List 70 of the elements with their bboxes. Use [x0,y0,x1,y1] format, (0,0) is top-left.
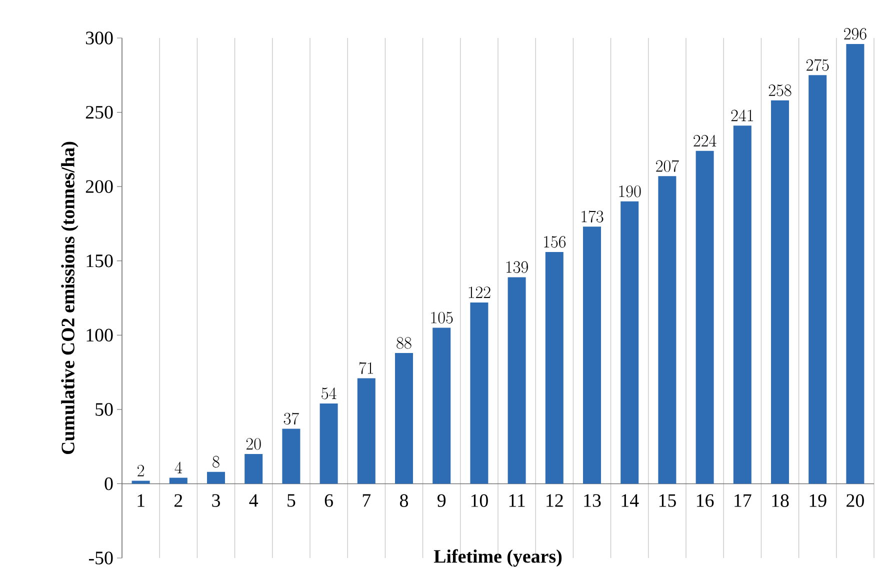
x-tick-label: 17 [734,494,752,507]
data-label: 54 [322,387,336,400]
bar [545,252,564,484]
x-tick-label: 6 [324,494,333,507]
bar [282,428,300,484]
y-tick-label: 150 [86,254,113,268]
y-tick-label: 0 [104,477,113,490]
bar [470,302,488,484]
bar [771,100,790,484]
x-tick-label: 7 [362,494,371,507]
bar [808,75,827,484]
data-label: 207 [656,160,679,172]
x-tick-label: 19 [810,494,826,507]
bar [357,378,376,484]
data-label: 2 [138,464,144,476]
bar [207,472,226,484]
data-label: 105 [431,312,453,324]
data-label: 4 [174,462,182,474]
x-tick-label: 1 [138,494,144,507]
x-tick-label: 3 [212,494,220,507]
y-tick-label: 300 [86,32,113,44]
y-tick-label: -50 [88,552,113,564]
x-tick-label: 10 [471,494,488,507]
data-label: 241 [731,110,753,122]
x-tick-label: 18 [772,494,789,507]
y-tick-label: 50 [96,403,113,416]
data-label: 37 [284,412,299,425]
data-label: 258 [768,84,792,96]
bar [658,176,676,484]
bar [583,226,602,484]
x-tick-label: 9 [437,494,446,507]
bar [620,201,639,484]
x-tick-label: 2 [174,494,182,507]
x-tick-label: 20 [846,494,864,507]
bar [508,277,526,484]
bar [846,44,864,484]
x-axis-title: Lifetime (years) [434,549,562,567]
x-tick-label: 5 [288,494,296,507]
data-label: 296 [844,28,866,40]
x-tick-label: 15 [659,494,676,507]
y-tick-label: 250 [86,106,113,119]
x-tick-label: 16 [697,494,714,507]
x-tick-label: 12 [546,494,563,507]
bar [244,454,263,484]
data-label: 224 [694,134,716,146]
x-tick-label: 11 [509,494,525,507]
bar [132,480,150,484]
data-label: 20 [246,438,261,450]
data-label: 156 [544,236,566,248]
data-label: 8 [212,456,220,468]
data-label: 71 [359,362,373,374]
x-tick-label: 4 [249,494,258,507]
x-tick-label: 8 [400,494,408,507]
data-label: 173 [582,210,604,222]
x-tick-label: 14 [622,494,639,507]
bar [696,150,714,484]
bar [432,328,451,484]
bar [395,352,414,484]
bar [169,478,188,484]
bar [733,126,752,484]
y-tick-label: 100 [86,328,113,342]
data-label: 139 [506,261,528,273]
data-label: 122 [468,286,490,298]
y-axis-title: Cumulative CO2 emissions (tonnes/ha) [61,142,78,454]
data-label: 88 [396,337,412,349]
data-label: 275 [806,58,829,71]
y-tick-label: 200 [86,180,113,193]
x-tick-label: 13 [584,494,601,507]
data-label: 190 [619,186,641,198]
bar [320,403,338,484]
